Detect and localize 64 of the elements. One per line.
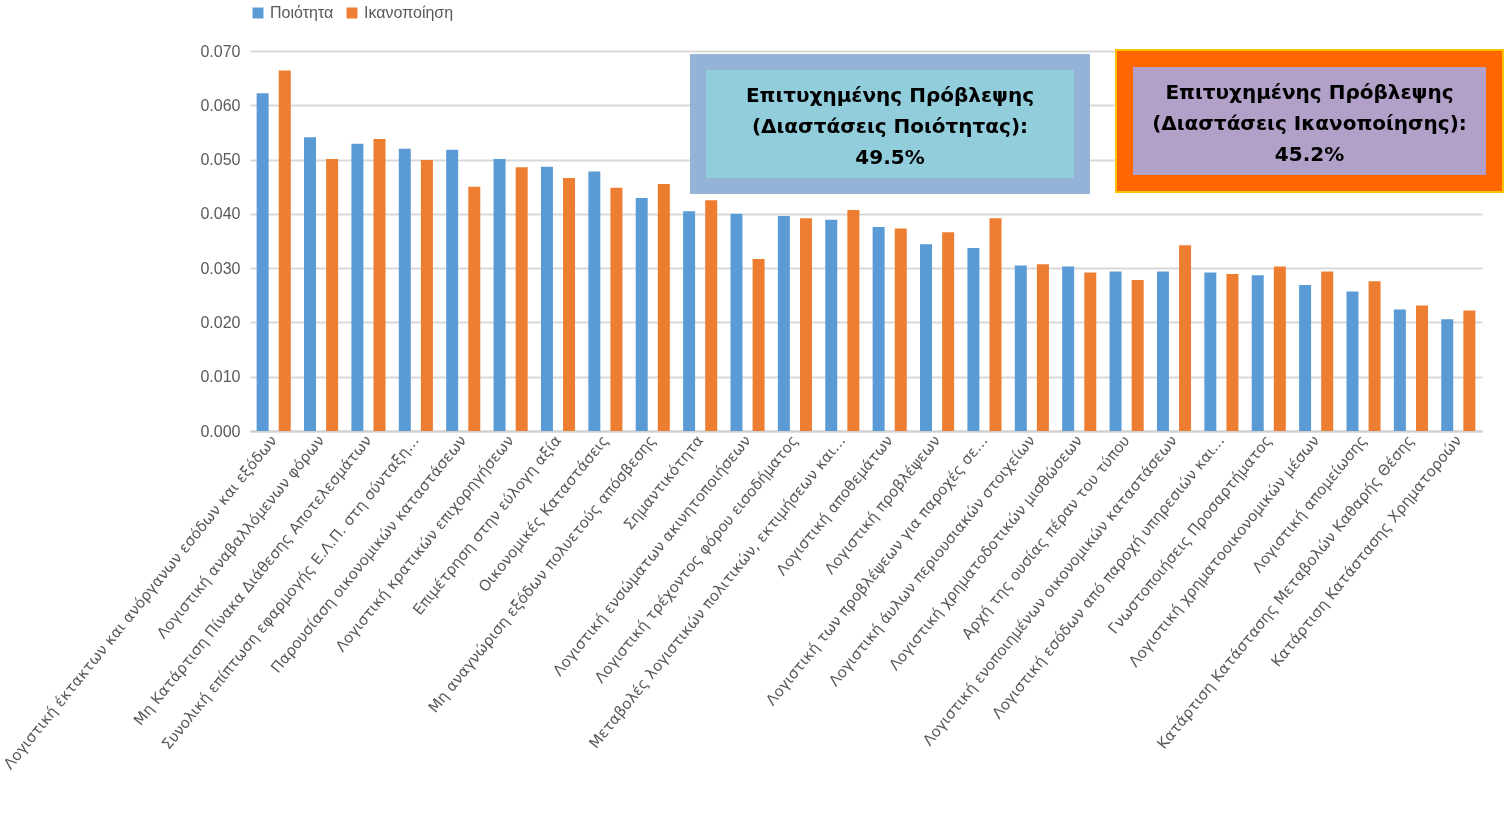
bar (942, 232, 955, 431)
bar (1415, 305, 1428, 431)
bar (1441, 319, 1454, 431)
bar (515, 167, 528, 431)
bar (1393, 309, 1406, 431)
bar (989, 218, 1002, 431)
text-box: Επιτυχημένης Πρόβλεψης (Διαστάσεις Ικανοποίησης): 45.2% (1117, 51, 1502, 191)
bar (540, 166, 553, 431)
bar (373, 138, 386, 431)
y-tick-label: 0.060 (200, 96, 241, 114)
y-tick-label: 0.020 (200, 313, 241, 331)
bar (256, 93, 269, 431)
legend-label: Ποιότητα (270, 4, 334, 21)
bar (1368, 281, 1381, 431)
bar (398, 148, 411, 431)
bar (1463, 310, 1476, 431)
legend-label: Ικανοποίηση (364, 4, 454, 21)
bar (825, 219, 838, 431)
bar (752, 258, 765, 431)
bar (1226, 274, 1239, 431)
bar (1014, 265, 1027, 431)
bar (468, 186, 481, 431)
y-tick-label: 0.050 (200, 151, 241, 169)
bar (1084, 272, 1097, 431)
bar (872, 226, 885, 431)
bar (1299, 284, 1312, 431)
bar (610, 187, 623, 431)
bar (967, 248, 980, 431)
bar (1251, 275, 1264, 431)
y-tick-label: 0.010 (200, 368, 241, 386)
bar (304, 137, 317, 431)
bar (1273, 266, 1286, 431)
bar (1346, 291, 1359, 431)
bar (493, 159, 506, 431)
bar (446, 149, 459, 431)
y-tick-label: 0.000 (200, 422, 241, 440)
bar (420, 160, 433, 431)
bar (705, 200, 718, 431)
bar (351, 143, 364, 431)
bar (1321, 271, 1334, 431)
bar (278, 70, 291, 431)
bar (920, 244, 933, 431)
bar (777, 216, 790, 431)
bar (1156, 271, 1169, 431)
y-tick-label: 0.070 (200, 42, 241, 60)
bar (1109, 271, 1122, 431)
bar (1179, 245, 1192, 431)
bar (588, 171, 601, 431)
text-box: Επιτυχημένης Πρόβλεψης (Διαστάσεις Ποιότητας): 49.5% (690, 54, 1090, 194)
bar (563, 178, 576, 431)
y-tick-label: 0.030 (200, 259, 241, 277)
bar (1036, 264, 1049, 431)
bar (326, 159, 339, 431)
bar (683, 211, 696, 431)
bar (730, 213, 743, 431)
bar (847, 210, 860, 431)
bar (799, 218, 812, 431)
bar (1131, 280, 1144, 431)
bar (1204, 272, 1217, 431)
bar (1062, 266, 1075, 431)
y-tick-label: 0.040 (200, 205, 241, 223)
bar (894, 228, 907, 431)
bar (635, 198, 648, 431)
bar (657, 184, 670, 431)
